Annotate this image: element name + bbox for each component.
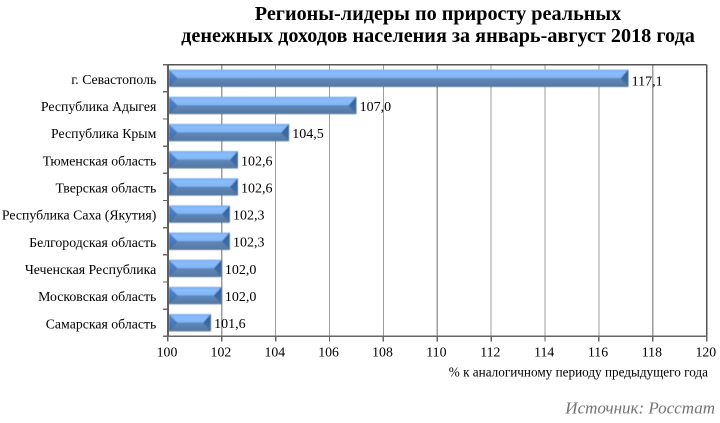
svg-text:100: 100 (157, 345, 178, 360)
svg-text:Источник: Росстат: Источник: Росстат (564, 398, 715, 417)
svg-text:Республика Адыгея: Республика Адыгея (41, 99, 157, 114)
svg-text:102,3: 102,3 (233, 209, 265, 224)
svg-text:104,5: 104,5 (292, 127, 324, 142)
svg-text:Республика Саха (Якутия): Республика Саха (Якутия) (2, 208, 156, 224)
svg-text:Республика Крым: Республика Крым (51, 126, 157, 141)
svg-text:102,0: 102,0 (225, 290, 257, 305)
svg-text:денежных доходов населения за: денежных доходов населения за январь-авг… (181, 25, 695, 47)
svg-text:118: 118 (642, 345, 662, 360)
svg-text:Тюменская область: Тюменская область (43, 153, 157, 168)
svg-text:104: 104 (264, 345, 285, 360)
svg-text:102,3: 102,3 (233, 236, 265, 251)
svg-text:г. Севастополь: г. Севастополь (71, 72, 156, 87)
svg-text:Белгородская область: Белгородская область (29, 235, 156, 250)
svg-text:117,1: 117,1 (632, 75, 663, 90)
svg-text:% к аналогичному периоду преды: % к аналогичному периоду предыдущего год… (449, 365, 708, 380)
svg-text:Регионы-лидеры по приросту реа: Регионы-лидеры по приросту реальных (255, 3, 621, 25)
svg-text:Тверская область: Тверская область (56, 181, 157, 196)
svg-text:114: 114 (534, 345, 554, 360)
svg-text:Чеченская Республика: Чеченская Республика (25, 262, 156, 277)
svg-text:120: 120 (695, 345, 716, 360)
svg-text:106: 106 (318, 345, 339, 360)
svg-text:102,0: 102,0 (225, 263, 257, 278)
svg-text:112: 112 (480, 345, 500, 360)
svg-text:110: 110 (426, 345, 446, 360)
svg-text:116: 116 (588, 345, 608, 360)
svg-text:Самарская область: Самарская область (46, 316, 157, 331)
svg-text:Московская область: Московская область (38, 289, 156, 304)
svg-text:102,6: 102,6 (241, 181, 272, 196)
svg-text:107,0: 107,0 (360, 100, 392, 115)
svg-text:108: 108 (372, 345, 393, 360)
svg-text:102: 102 (211, 345, 232, 360)
svg-text:101,6: 101,6 (214, 317, 246, 332)
svg-text:102,6: 102,6 (241, 154, 272, 169)
